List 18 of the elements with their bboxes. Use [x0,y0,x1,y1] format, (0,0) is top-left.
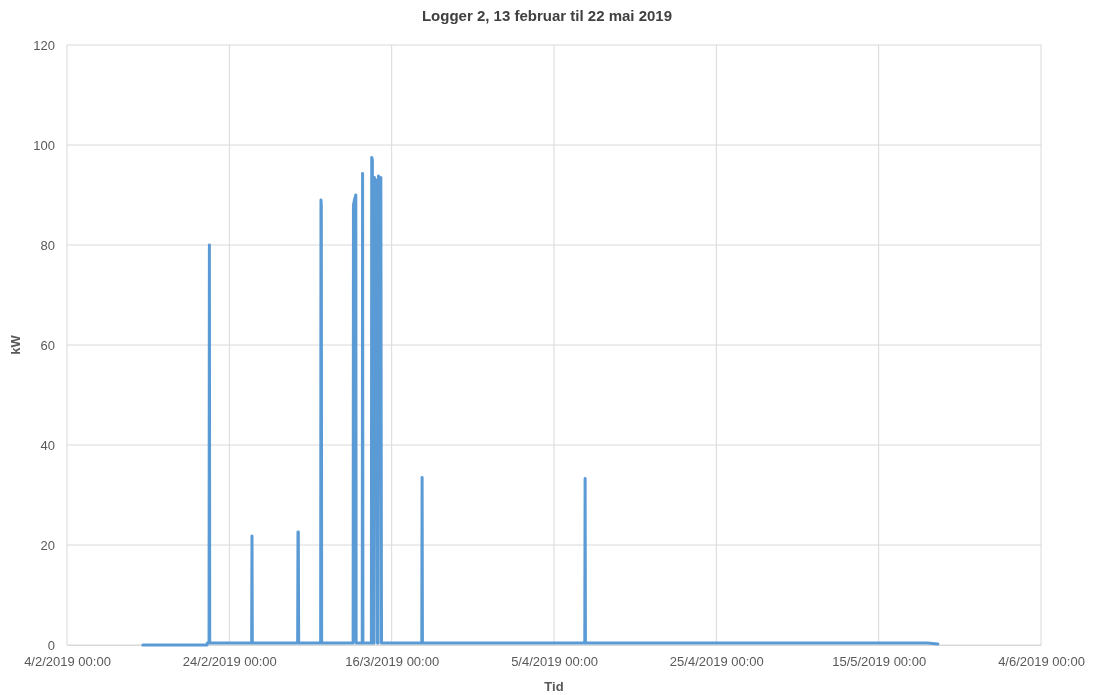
y-axis-title: kW [8,334,23,355]
y-tick-label: 0 [47,637,55,653]
y-tick-label: 120 [33,37,55,53]
y-tick-label: 100 [33,137,55,153]
chart-title: Logger 2, 13 februar til 22 mai 2019 [421,7,673,24]
x-tick-label: 5/4/2019 00:00 [511,654,598,670]
x-tick-label: 25/4/2019 00:00 [669,654,764,670]
x-tick-label: 16/3/2019 00:00 [345,654,440,670]
line-series [141,156,940,647]
x-tick-label: 4/6/2019 00:00 [998,654,1085,670]
x-tick-label: 24/2/2019 00:00 [182,654,277,670]
y-tick-label: 60 [40,337,55,353]
x-tick-label: 4/2/2019 00:00 [24,654,111,670]
x-axis-title: Tid [544,679,564,694]
y-tick-label: 20 [40,537,55,553]
y-tick-label: 40 [40,437,55,453]
x-tick-label: 15/5/2019 00:00 [832,654,927,670]
y-tick-label: 80 [40,237,55,253]
